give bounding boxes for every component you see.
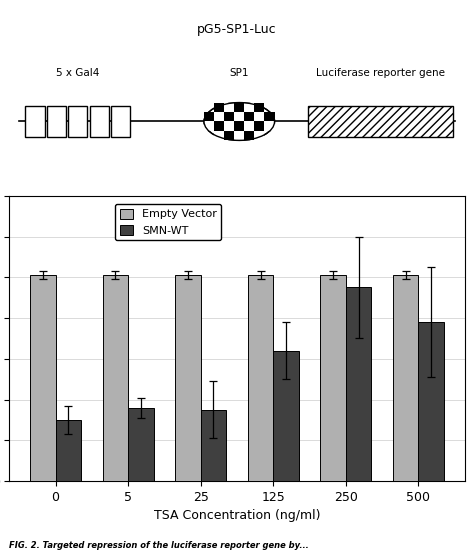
Bar — [393, 275, 419, 481]
Bar — [255, 112, 264, 122]
Bar — [204, 122, 214, 131]
Bar — [244, 122, 255, 131]
Bar — [273, 351, 299, 481]
Bar — [90, 106, 109, 137]
Bar — [255, 122, 264, 131]
Bar — [255, 103, 264, 112]
Bar — [234, 103, 244, 112]
Text: SP1: SP1 — [229, 68, 249, 78]
Bar — [214, 103, 224, 112]
Bar — [244, 103, 255, 112]
Text: Luciferase reporter gene: Luciferase reporter gene — [316, 68, 445, 78]
Bar — [346, 288, 371, 481]
Text: pG5-SP1-Luc: pG5-SP1-Luc — [197, 23, 277, 36]
Bar — [224, 131, 234, 140]
Bar — [234, 122, 244, 131]
Legend: Empty Vector, SMN-WT: Empty Vector, SMN-WT — [115, 204, 221, 240]
Bar — [214, 122, 224, 131]
Bar — [103, 275, 128, 481]
Bar — [47, 106, 66, 137]
Bar — [264, 122, 274, 131]
Bar — [234, 131, 244, 140]
Bar — [419, 322, 444, 481]
Bar — [234, 112, 244, 122]
Bar — [255, 131, 264, 140]
Bar — [214, 131, 224, 140]
Bar — [244, 131, 255, 140]
Bar — [214, 112, 224, 122]
Bar — [224, 112, 234, 122]
Bar — [111, 106, 130, 137]
Bar — [320, 275, 346, 481]
Bar — [128, 408, 154, 481]
X-axis label: TSA Concentration (ng/ml): TSA Concentration (ng/ml) — [154, 509, 320, 523]
Bar — [264, 112, 274, 122]
Bar — [224, 103, 234, 112]
Bar — [224, 122, 234, 131]
Bar — [204, 112, 214, 122]
Bar — [244, 112, 255, 122]
Text: FIG. 2. Targeted repression of the luciferase reporter gene by...: FIG. 2. Targeted repression of the lucif… — [9, 541, 309, 550]
Bar — [175, 275, 201, 481]
Bar — [55, 420, 81, 481]
Bar — [26, 106, 45, 137]
Ellipse shape — [204, 103, 274, 140]
Bar — [30, 275, 55, 481]
Text: 5 x Gal4: 5 x Gal4 — [56, 68, 100, 78]
Bar — [68, 106, 87, 137]
Bar — [201, 410, 226, 481]
Bar — [308, 106, 453, 137]
Bar — [248, 275, 273, 481]
